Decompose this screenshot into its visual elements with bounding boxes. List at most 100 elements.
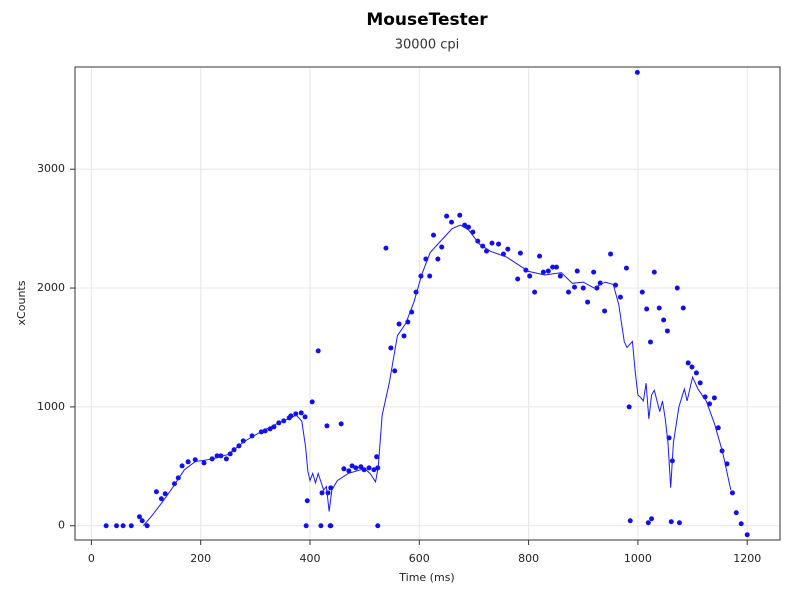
data-point — [540, 269, 546, 275]
data-point — [120, 523, 126, 529]
data-point — [674, 285, 680, 291]
data-point — [532, 289, 538, 295]
data-point — [585, 299, 591, 305]
data-point — [309, 399, 315, 405]
data-point — [545, 268, 551, 274]
data-point — [293, 411, 299, 417]
data-point — [114, 523, 120, 529]
data-point — [158, 496, 164, 502]
data-point — [349, 463, 355, 469]
data-point — [388, 345, 394, 351]
data-point — [324, 423, 330, 429]
x-tick-label: 800 — [518, 552, 539, 565]
data-point — [227, 451, 233, 457]
chart-title: MouseTester — [366, 10, 488, 30]
data-point — [656, 305, 662, 311]
data-point — [574, 268, 580, 274]
data-point — [444, 213, 450, 219]
data-point — [302, 414, 308, 420]
data-point — [553, 264, 559, 270]
data-point — [401, 333, 407, 339]
y-axis-label: xCounts — [15, 280, 28, 325]
data-point — [711, 395, 717, 401]
data-point — [644, 306, 650, 312]
data-point — [341, 466, 347, 472]
data-point — [566, 289, 571, 295]
data-point — [651, 269, 657, 275]
data-point — [361, 467, 367, 473]
x-tick-label: 400 — [300, 552, 321, 565]
data-point — [680, 305, 686, 311]
data-point — [685, 360, 691, 366]
data-point — [715, 425, 721, 431]
data-point — [496, 241, 502, 247]
data-point — [591, 269, 597, 275]
data-point — [527, 273, 533, 279]
data-point — [608, 251, 614, 257]
data-point — [626, 404, 632, 410]
line-series — [142, 224, 732, 527]
data-point — [580, 285, 586, 291]
data-point — [223, 456, 229, 462]
data-point — [457, 212, 463, 218]
data-point — [738, 521, 744, 527]
y-tick-label: 2000 — [37, 281, 65, 294]
data-point — [744, 532, 750, 538]
data-point — [676, 520, 682, 526]
mark-layer — [103, 69, 750, 538]
data-point — [358, 464, 364, 470]
data-point — [240, 438, 246, 444]
data-point — [647, 339, 653, 345]
data-point — [623, 265, 629, 271]
data-point — [374, 454, 380, 460]
data-point — [697, 380, 703, 386]
data-point — [327, 523, 333, 529]
data-point — [439, 244, 445, 250]
data-point — [371, 467, 377, 473]
data-point — [346, 468, 352, 474]
data-point — [103, 523, 109, 529]
grid-layer — [70, 67, 780, 545]
x-axis-label: Time (ms) — [398, 571, 454, 584]
y-tick-label: 1000 — [37, 400, 65, 413]
data-point — [664, 328, 670, 334]
data-point — [627, 518, 633, 524]
data-point — [262, 428, 268, 434]
data-point — [557, 273, 563, 279]
data-point — [201, 460, 207, 466]
data-point — [689, 364, 695, 370]
data-point — [366, 465, 372, 471]
data-point — [617, 294, 623, 300]
data-point — [435, 256, 441, 262]
data-point — [449, 219, 455, 225]
data-point — [489, 240, 495, 246]
x-tick-label: 200 — [190, 552, 211, 565]
x-tick-label: 0 — [88, 552, 95, 565]
x-tick-label: 1200 — [733, 552, 761, 565]
data-point — [179, 463, 185, 469]
data-point — [431, 232, 437, 238]
data-point — [392, 368, 398, 374]
data-point — [517, 250, 523, 256]
data-point — [153, 489, 159, 495]
data-point — [383, 245, 389, 251]
data-point — [634, 69, 640, 75]
data-point — [427, 273, 433, 279]
data-point — [505, 246, 511, 252]
data-point — [128, 523, 134, 529]
chart-subtitle: 30000 cpi — [395, 38, 460, 53]
data-point — [729, 490, 735, 496]
x-tick-label: 600 — [409, 552, 430, 565]
data-point — [136, 514, 142, 520]
plot-frame — [74, 66, 781, 541]
data-point — [304, 498, 310, 504]
data-point — [645, 520, 651, 526]
data-point — [693, 370, 699, 376]
data-point — [649, 516, 655, 522]
data-point — [319, 490, 325, 496]
data-point — [661, 317, 667, 323]
data-point — [139, 518, 145, 524]
data-point — [375, 523, 381, 529]
data-point — [315, 348, 321, 354]
